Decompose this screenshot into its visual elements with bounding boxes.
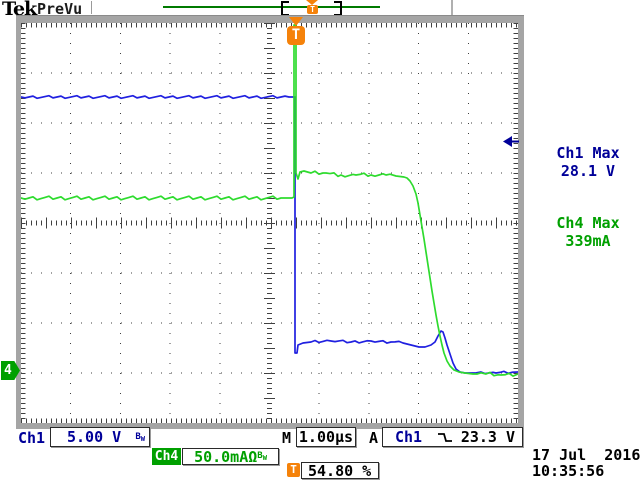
date-readout: 17 Jul 2016 [532,446,640,464]
ch1-offscreen-arrow-icon [503,136,519,147]
ch4-max-label: Ch4 Max [556,214,620,232]
ch4-max-value: 339mA [565,232,611,250]
ch1-max-readout: Ch1 Max 28.1 V [538,144,638,180]
record-trigger-icon: T [307,5,318,14]
ch1-max-value: 28.1 V [560,162,616,180]
trigger-source: Ch1 [395,428,423,446]
trigger-position-value: 54.80 % [308,461,372,480]
ch1-max-label: Ch1 Max [556,144,620,162]
ch4-max-readout: Ch4 Max 339mA [538,214,638,250]
ch4-badge: Ch4 [152,448,181,465]
waveform-svg [21,23,518,423]
timebase-value: 1.00µs [298,428,354,446]
ch1-scale-box: 5.00 V BW [50,427,150,447]
graticule-frame [16,15,524,429]
ch1-bandwidth-icon: BW [135,431,145,443]
ch4-scale-box: 50.0mAΩ BW [182,447,279,466]
channel4-reference-marker: 4 [1,361,20,380]
ch4-scale-value: 50.0mAΩ [194,447,258,466]
record-view-line [163,6,380,8]
timebase-label: M [282,429,292,447]
time-readout: 10:35:56 [532,462,605,480]
trigger-readout-box: Ch1 23.3 V [382,427,523,447]
record-window-bracket-left [281,1,289,16]
top-divider [91,1,92,14]
ch1-label: Ch1 [18,429,46,447]
acquisition-mode-label: PreVu [37,0,83,18]
ch4-bandwidth-icon: BW [257,451,267,462]
trigger-level: 23.3 V [460,428,515,446]
trigger-position-badge-icon: T [287,463,300,477]
graticule-screen [21,23,518,423]
trigger-position-icon: T [287,26,305,45]
top-right-stub [451,0,453,15]
trigger-position-box: 54.80 % [301,461,379,480]
record-trigger-arrow-icon [306,0,318,5]
ch1-scale-value: 5.00 V [67,428,122,446]
record-window-bracket-right [334,1,342,16]
trigger-position-arrow-icon [289,17,303,26]
falling-edge-icon [436,431,454,444]
timebase-box: 1.00µs [296,427,356,447]
trigger-system-label: A [369,429,379,447]
